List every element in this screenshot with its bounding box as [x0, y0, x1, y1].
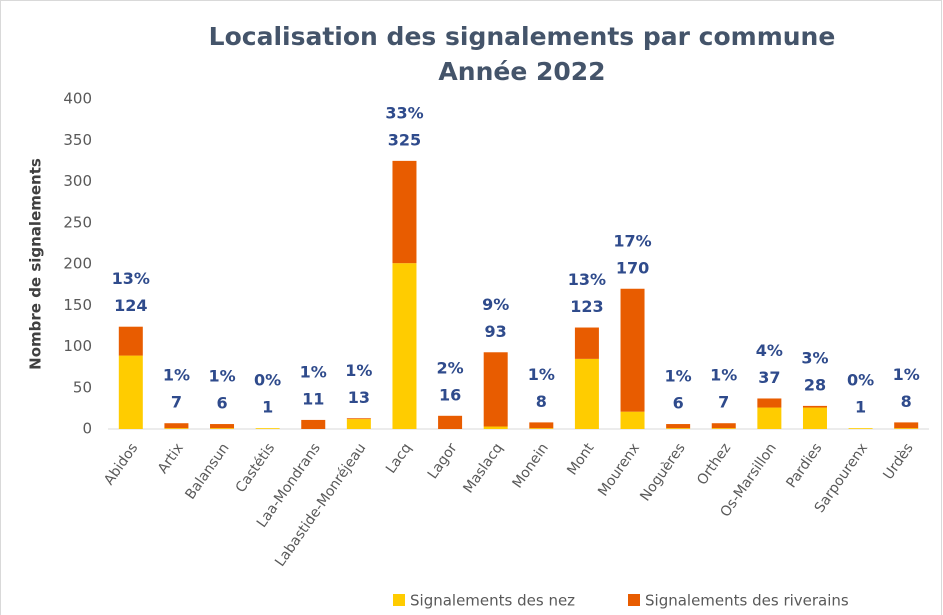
chart-subtitle: Année 2022 — [438, 57, 605, 86]
bar-segment — [210, 428, 235, 429]
y-tick-label: 150 — [63, 296, 92, 314]
bar-segment — [529, 422, 554, 429]
bar-segment — [483, 352, 508, 427]
bar-segment — [620, 411, 645, 429]
bar-segment — [848, 428, 873, 429]
bar-segment — [529, 428, 554, 429]
total-label: 124 — [114, 296, 147, 315]
total-label: 8 — [901, 392, 912, 411]
bar-segment — [346, 418, 371, 420]
total-label: 7 — [718, 393, 729, 412]
percent-label: 13% — [112, 269, 150, 288]
total-label: 123 — [570, 297, 603, 316]
percent-label: 1% — [345, 361, 372, 380]
total-label: 1 — [262, 398, 273, 417]
total-label: 6 — [216, 394, 227, 413]
percent-label: 1% — [528, 365, 555, 384]
total-label: 6 — [673, 394, 684, 413]
total-label: 11 — [302, 389, 324, 408]
percent-label: 3% — [801, 348, 828, 367]
bar-segment — [894, 422, 919, 429]
y-tick-label: 200 — [63, 255, 92, 273]
bar-segment — [802, 405, 827, 408]
y-tick-label: 100 — [63, 337, 92, 355]
y-tick-label: 50 — [73, 378, 92, 396]
percent-label: 2% — [436, 358, 463, 377]
bar-segment — [574, 358, 599, 429]
total-label: 37 — [758, 368, 780, 387]
percent-label: 1% — [208, 367, 235, 386]
bar-segment — [255, 428, 280, 429]
total-label: 1 — [855, 398, 866, 417]
legend-label: Signalements des riverains — [645, 592, 849, 610]
chart-title: Localisation des signalements par commun… — [209, 22, 836, 51]
percent-label: 0% — [847, 371, 874, 390]
percent-label: 33% — [385, 103, 423, 122]
bar-segment — [666, 424, 691, 429]
total-label: 93 — [485, 322, 507, 341]
bar-segment — [666, 428, 691, 429]
percent-label: 9% — [482, 295, 509, 314]
y-tick-label: 300 — [63, 172, 92, 190]
bar-segment — [574, 327, 599, 359]
bar-segment — [301, 419, 326, 429]
bar-segment — [392, 160, 417, 264]
bar-segment — [802, 407, 827, 429]
bar-segment — [711, 428, 736, 429]
bar-segment — [118, 355, 143, 429]
legend-swatch — [393, 594, 405, 606]
bar-segment — [620, 288, 645, 412]
legend-label: Signalements des nez — [410, 592, 575, 610]
bar-segment — [894, 428, 919, 429]
total-label: 7 — [171, 393, 182, 412]
total-label: 28 — [804, 375, 826, 394]
legend-swatch — [628, 594, 640, 606]
bar-segment — [438, 415, 463, 429]
percent-label: 1% — [665, 367, 692, 386]
percent-label: 1% — [710, 366, 737, 385]
y-axis-label: Nombre de signalements — [27, 158, 45, 370]
bar-segment — [164, 428, 189, 429]
bar-segment — [164, 423, 189, 429]
y-tick-label: 350 — [63, 131, 92, 149]
bar-segment — [118, 326, 143, 356]
percent-label: 17% — [613, 231, 651, 250]
percent-label: 13% — [568, 270, 606, 289]
percent-label: 0% — [254, 371, 281, 390]
total-label: 16 — [439, 385, 461, 404]
bar-segment — [757, 407, 782, 429]
total-label: 13 — [348, 388, 370, 407]
bar-segment — [757, 398, 782, 408]
bar-segment — [483, 426, 508, 429]
total-label: 325 — [388, 130, 421, 149]
percent-label: 1% — [163, 366, 190, 385]
y-tick-label: 0 — [82, 420, 92, 438]
percent-label: 4% — [756, 341, 783, 360]
bar-segment — [210, 424, 235, 429]
y-tick-label: 400 — [63, 90, 92, 108]
percent-label: 1% — [893, 365, 920, 384]
y-tick-label: 250 — [63, 213, 92, 231]
percent-label: 1% — [300, 362, 327, 381]
total-label: 8 — [536, 392, 547, 411]
bar-segment — [392, 263, 417, 429]
total-label: 170 — [616, 258, 649, 277]
bar-segment — [346, 419, 371, 429]
bar-segment — [711, 423, 736, 429]
